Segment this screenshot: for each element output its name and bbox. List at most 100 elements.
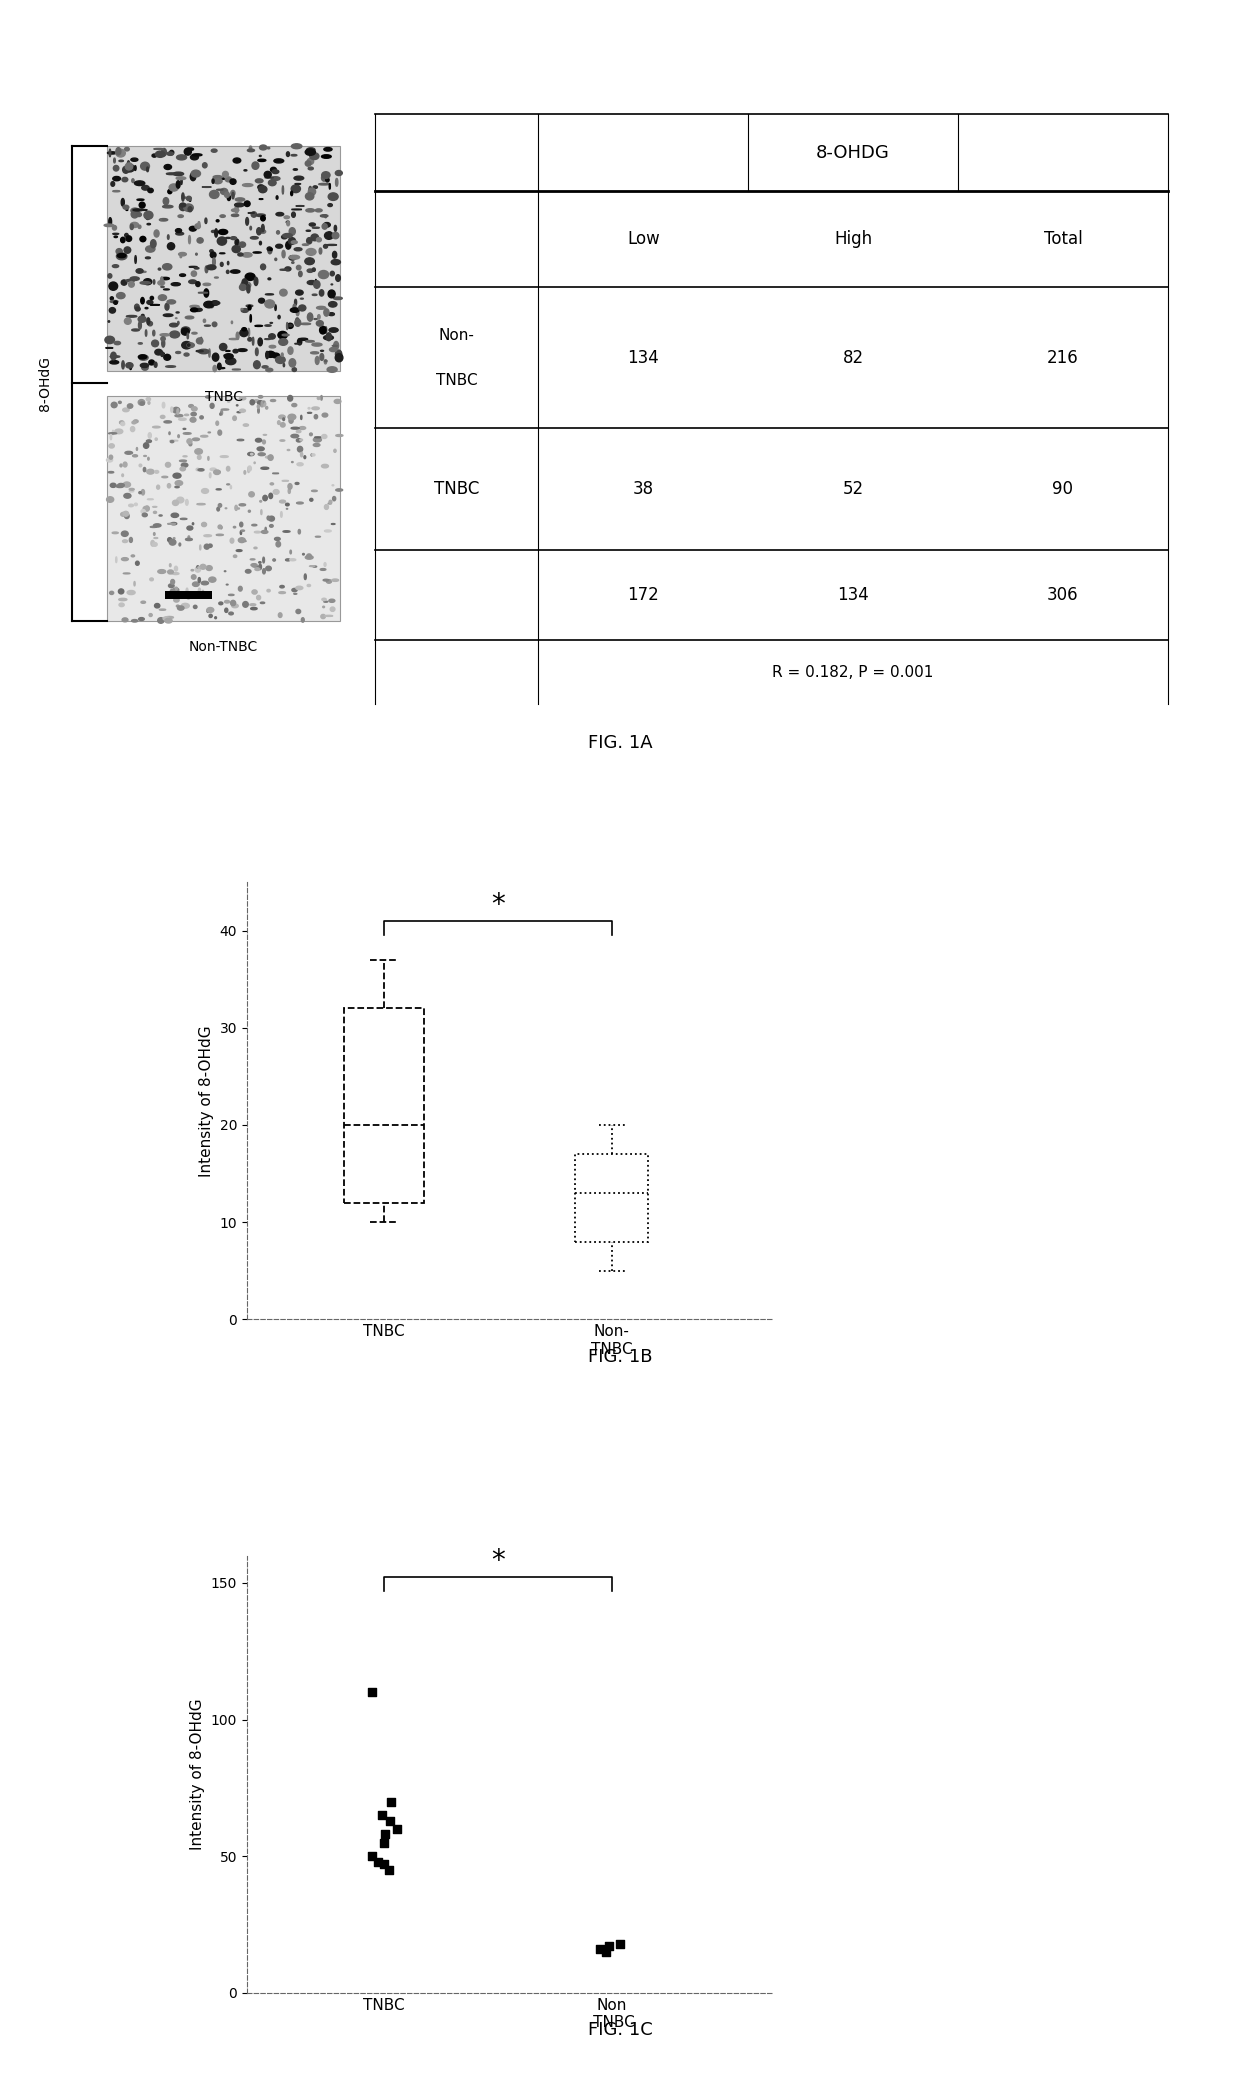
Ellipse shape [306, 239, 312, 245]
Ellipse shape [258, 337, 263, 345]
Ellipse shape [224, 354, 233, 360]
Text: 306: 306 [1047, 586, 1079, 605]
Ellipse shape [117, 486, 124, 488]
Bar [107, 396, 340, 622]
Ellipse shape [182, 193, 184, 201]
Ellipse shape [170, 331, 180, 337]
Ellipse shape [165, 303, 169, 310]
Ellipse shape [200, 544, 201, 550]
Ellipse shape [239, 285, 247, 291]
Ellipse shape [335, 226, 336, 230]
Ellipse shape [257, 213, 265, 216]
Ellipse shape [224, 609, 228, 613]
Ellipse shape [216, 421, 218, 425]
Ellipse shape [110, 483, 117, 488]
Ellipse shape [269, 525, 273, 527]
Ellipse shape [275, 245, 283, 249]
Ellipse shape [316, 320, 324, 327]
Ellipse shape [298, 446, 303, 452]
Ellipse shape [210, 404, 215, 408]
Ellipse shape [191, 270, 196, 276]
Ellipse shape [279, 414, 285, 419]
Ellipse shape [291, 184, 300, 193]
Ellipse shape [131, 159, 138, 161]
Ellipse shape [126, 237, 131, 241]
Ellipse shape [288, 483, 293, 490]
Ellipse shape [125, 163, 133, 170]
Ellipse shape [130, 224, 134, 230]
Ellipse shape [280, 586, 284, 588]
Ellipse shape [288, 488, 290, 494]
Ellipse shape [288, 347, 293, 354]
Ellipse shape [134, 180, 145, 186]
Ellipse shape [124, 247, 130, 253]
Ellipse shape [221, 410, 222, 414]
Ellipse shape [242, 278, 247, 287]
Ellipse shape [285, 241, 291, 249]
Ellipse shape [332, 496, 336, 500]
Ellipse shape [299, 427, 306, 429]
Ellipse shape [233, 417, 237, 421]
Ellipse shape [176, 232, 184, 234]
Ellipse shape [227, 270, 229, 274]
Ellipse shape [316, 306, 326, 310]
Ellipse shape [207, 607, 213, 613]
Ellipse shape [236, 199, 244, 201]
Ellipse shape [331, 260, 341, 264]
Ellipse shape [258, 400, 263, 404]
Ellipse shape [175, 481, 182, 486]
Ellipse shape [197, 565, 198, 567]
Ellipse shape [139, 203, 145, 207]
Ellipse shape [246, 272, 255, 280]
Ellipse shape [120, 237, 125, 243]
Ellipse shape [248, 452, 254, 456]
Ellipse shape [176, 155, 186, 159]
Ellipse shape [321, 155, 331, 159]
Ellipse shape [180, 203, 186, 207]
Ellipse shape [205, 218, 207, 224]
Ellipse shape [257, 404, 259, 408]
Ellipse shape [311, 234, 319, 241]
Ellipse shape [312, 343, 322, 345]
Ellipse shape [224, 193, 229, 197]
Ellipse shape [175, 414, 182, 417]
Ellipse shape [270, 167, 277, 172]
Ellipse shape [179, 542, 181, 546]
Ellipse shape [181, 329, 190, 335]
Ellipse shape [185, 149, 191, 155]
Ellipse shape [324, 222, 330, 228]
Ellipse shape [131, 421, 136, 425]
Ellipse shape [232, 209, 239, 211]
Ellipse shape [145, 211, 150, 220]
Ellipse shape [154, 523, 161, 527]
Ellipse shape [293, 368, 296, 370]
Ellipse shape [277, 197, 278, 199]
Ellipse shape [260, 230, 265, 234]
Ellipse shape [326, 580, 331, 584]
Ellipse shape [187, 525, 192, 530]
Ellipse shape [123, 540, 128, 542]
Ellipse shape [231, 190, 234, 197]
Ellipse shape [288, 396, 293, 402]
Ellipse shape [304, 456, 306, 458]
Ellipse shape [291, 144, 301, 149]
Ellipse shape [255, 567, 260, 571]
Ellipse shape [211, 251, 216, 257]
Ellipse shape [269, 517, 274, 521]
Ellipse shape [144, 278, 151, 285]
Ellipse shape [210, 190, 219, 199]
Ellipse shape [308, 270, 314, 272]
Ellipse shape [196, 337, 203, 343]
Ellipse shape [162, 264, 172, 270]
Ellipse shape [335, 354, 343, 362]
Ellipse shape [269, 494, 273, 498]
Ellipse shape [213, 471, 221, 475]
Ellipse shape [160, 333, 170, 337]
Ellipse shape [329, 301, 337, 308]
Ellipse shape [198, 222, 200, 228]
Ellipse shape [233, 157, 241, 163]
Ellipse shape [109, 283, 118, 291]
Ellipse shape [246, 569, 250, 573]
Ellipse shape [322, 599, 326, 601]
Ellipse shape [336, 178, 337, 186]
